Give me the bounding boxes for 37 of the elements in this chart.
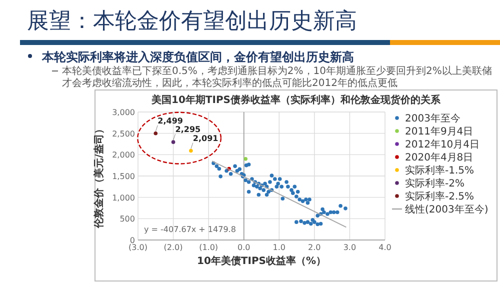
y-tick-label: 2,500: [112, 129, 135, 138]
y-tick-label: 1,500: [112, 172, 135, 181]
legend-label: 2012年10月4日: [405, 138, 480, 150]
y-tick-label: 3,000: [112, 108, 135, 117]
legend-label: 实际利率-2.5%: [405, 190, 474, 202]
x-tick-label: 2.0: [308, 243, 321, 252]
x-tick-label: 3.0: [343, 243, 356, 252]
text: 展望：本轮金价有望创出历史新高: [27, 8, 357, 36]
chart-title: 美国10年期TIPS债券收益率（实际利率）和伦敦金现货价的关系: [150, 94, 442, 106]
x-tick-label: (2.0): [164, 243, 183, 252]
data-label: 2,295: [175, 125, 202, 134]
legend-label: 2020年4月8日: [405, 152, 474, 164]
legend-label: 实际利率-2%: [405, 178, 464, 190]
legend-label: 实际利率-1.5%: [405, 164, 474, 176]
text: 本轮美债收益率已下探至0.5%，考虑到通胀目标为2%，10年期通胀至少要回升到2%以上美联储才会考虑收缩流动性，因此，本轮实际利率的低点可能比2012年的低点更低: [62, 66, 493, 90]
y-tick-label: 1,000: [112, 193, 135, 202]
y-axis-title: 伦敦金价（美元/盎司）: [93, 124, 105, 229]
data-label: 2,091: [192, 134, 219, 143]
point: [244, 157, 248, 161]
point: [171, 140, 176, 144]
y-tick-label: 0: [130, 236, 135, 245]
y-tick-label: 500: [120, 214, 135, 224]
x-tick-label: (3.0): [128, 243, 148, 252]
y-tick-label: 2,000: [112, 150, 135, 160]
annotation: y = -407.67x + 1479.8: [144, 225, 236, 234]
x-axis-title: 10年美债TIPS收益率（%）: [196, 255, 326, 267]
x-tick-label: 0.0: [237, 243, 250, 252]
point: [154, 131, 158, 136]
legend-label: 线性(2003年至今): [405, 204, 488, 216]
data-label: 2,499: [158, 116, 184, 126]
text: 本轮实际利率将进入深度负值区间，金价有望创出历史新高: [42, 49, 354, 66]
point: [189, 148, 193, 153]
x-tick-label: 1.0: [272, 243, 286, 252]
x-tick-label: (1.0): [199, 243, 218, 252]
legend-label: 2011年9月4日: [405, 126, 474, 138]
legend-label: 2003年至今: [405, 112, 460, 124]
x-tick-label: 4.0: [378, 243, 392, 252]
